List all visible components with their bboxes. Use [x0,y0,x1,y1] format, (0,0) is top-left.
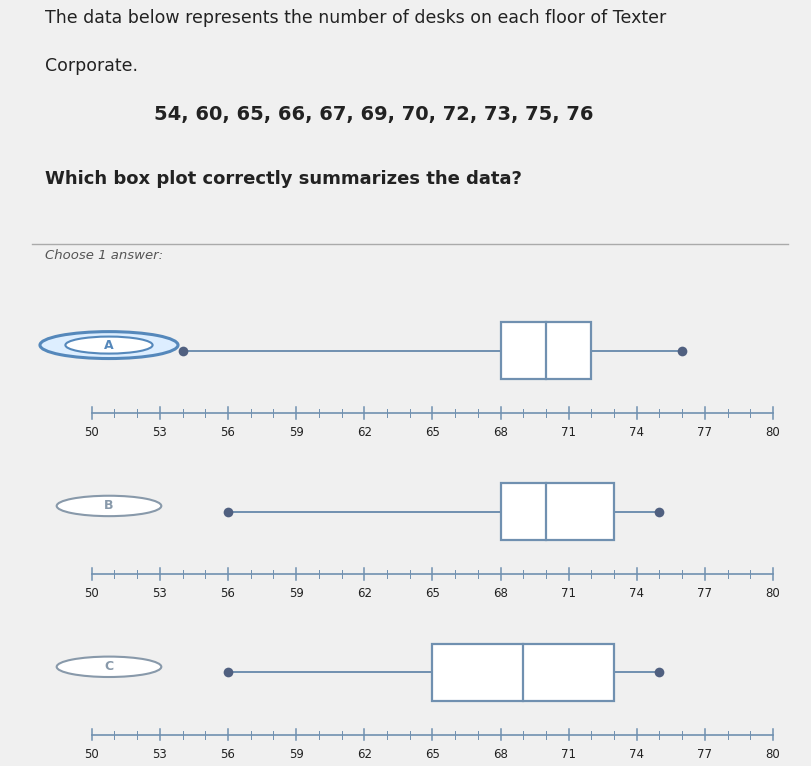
Text: 77: 77 [697,426,711,439]
Text: 77: 77 [697,587,711,600]
Text: 68: 68 [492,587,508,600]
Text: 68: 68 [492,426,508,439]
Text: 71: 71 [560,426,576,439]
Text: Choose 1 answer:: Choose 1 answer: [45,250,162,263]
Text: 65: 65 [424,426,440,439]
Text: Which box plot correctly summarizes the data?: Which box plot correctly summarizes the … [45,170,521,188]
Bar [431,644,613,701]
Text: 50: 50 [84,426,99,439]
Circle shape [40,332,178,358]
Text: 54, 60, 65, 66, 67, 69, 70, 72, 73, 75, 76: 54, 60, 65, 66, 67, 69, 70, 72, 73, 75, … [154,105,593,124]
Text: 80: 80 [765,587,779,600]
Text: 71: 71 [560,748,576,761]
Circle shape [57,656,161,677]
Text: 59: 59 [289,587,303,600]
Text: 56: 56 [221,587,235,600]
Text: 65: 65 [424,587,440,600]
Text: 80: 80 [765,426,779,439]
Text: 71: 71 [560,587,576,600]
Text: 74: 74 [629,748,643,761]
Text: 59: 59 [289,748,303,761]
Text: Corporate.: Corporate. [45,57,138,74]
Text: A: A [104,339,114,352]
Text: 68: 68 [492,748,508,761]
Bar [500,322,590,379]
Text: 77: 77 [697,748,711,761]
Bar [500,483,613,540]
Text: 53: 53 [152,587,167,600]
Text: 56: 56 [221,748,235,761]
Text: 56: 56 [221,426,235,439]
Text: 62: 62 [356,748,371,761]
Text: 59: 59 [289,426,303,439]
Text: B: B [104,499,114,512]
Text: 62: 62 [356,426,371,439]
Text: 53: 53 [152,426,167,439]
Circle shape [57,496,161,516]
Text: 74: 74 [629,587,643,600]
Text: 74: 74 [629,426,643,439]
Text: C: C [105,660,114,673]
Text: 50: 50 [84,587,99,600]
Text: 65: 65 [424,748,440,761]
Text: 50: 50 [84,748,99,761]
Circle shape [66,336,152,354]
Text: 53: 53 [152,748,167,761]
Text: The data below represents the number of desks on each floor of Texter: The data below represents the number of … [45,8,665,27]
Text: 80: 80 [765,748,779,761]
Text: 62: 62 [356,587,371,600]
